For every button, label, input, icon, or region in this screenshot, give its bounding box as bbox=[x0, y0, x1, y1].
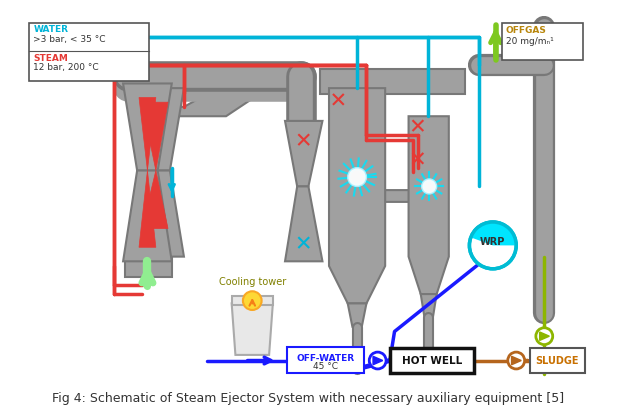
Circle shape bbox=[369, 352, 386, 369]
Polygon shape bbox=[540, 332, 549, 340]
Polygon shape bbox=[123, 171, 172, 261]
Circle shape bbox=[421, 179, 437, 194]
Polygon shape bbox=[142, 171, 168, 228]
Text: OFFGAS: OFFGAS bbox=[506, 26, 547, 35]
Polygon shape bbox=[348, 303, 366, 327]
Polygon shape bbox=[285, 121, 323, 186]
Circle shape bbox=[243, 291, 262, 310]
Text: OFF-WATER: OFF-WATER bbox=[296, 354, 354, 363]
Polygon shape bbox=[128, 171, 184, 257]
Text: WRP: WRP bbox=[480, 236, 505, 247]
Polygon shape bbox=[142, 102, 168, 171]
Text: HOT WELL: HOT WELL bbox=[402, 355, 462, 365]
Bar bbox=[530, 348, 584, 373]
Polygon shape bbox=[123, 84, 172, 171]
Bar bbox=[231, 296, 273, 305]
Bar bbox=[502, 23, 582, 60]
Polygon shape bbox=[285, 186, 323, 261]
Polygon shape bbox=[231, 303, 273, 355]
Wedge shape bbox=[471, 222, 516, 245]
Text: WATER: WATER bbox=[33, 26, 68, 34]
Polygon shape bbox=[128, 88, 184, 171]
Text: 45 °C: 45 °C bbox=[313, 362, 337, 371]
Bar bbox=[125, 69, 172, 90]
Bar bbox=[390, 348, 474, 373]
Circle shape bbox=[348, 168, 366, 186]
Circle shape bbox=[508, 352, 524, 369]
Text: Fig 4: Schematic of Steam Ejector System with necessary auxiliary equipment [5]: Fig 4: Schematic of Steam Ejector System… bbox=[52, 392, 565, 405]
Polygon shape bbox=[421, 294, 437, 318]
Bar bbox=[125, 257, 172, 277]
Polygon shape bbox=[373, 356, 383, 365]
Polygon shape bbox=[329, 88, 385, 303]
Polygon shape bbox=[511, 356, 521, 365]
Text: 20 mg/mₙ¹: 20 mg/mₙ¹ bbox=[506, 37, 553, 46]
Bar bbox=[287, 347, 363, 373]
Polygon shape bbox=[139, 97, 156, 171]
Text: >3 bar, < 35 °C: >3 bar, < 35 °C bbox=[33, 35, 106, 44]
Text: SLUDGE: SLUDGE bbox=[536, 355, 579, 365]
Text: Cooling tower: Cooling tower bbox=[218, 277, 286, 286]
Text: STEAM: STEAM bbox=[33, 53, 68, 63]
Circle shape bbox=[470, 222, 516, 269]
Polygon shape bbox=[170, 84, 282, 116]
Polygon shape bbox=[408, 116, 449, 294]
Circle shape bbox=[536, 328, 553, 344]
Bar bbox=[30, 23, 149, 81]
Polygon shape bbox=[139, 171, 156, 247]
Bar bbox=[320, 69, 465, 94]
Text: 12 bar, 200 °C: 12 bar, 200 °C bbox=[33, 63, 99, 72]
